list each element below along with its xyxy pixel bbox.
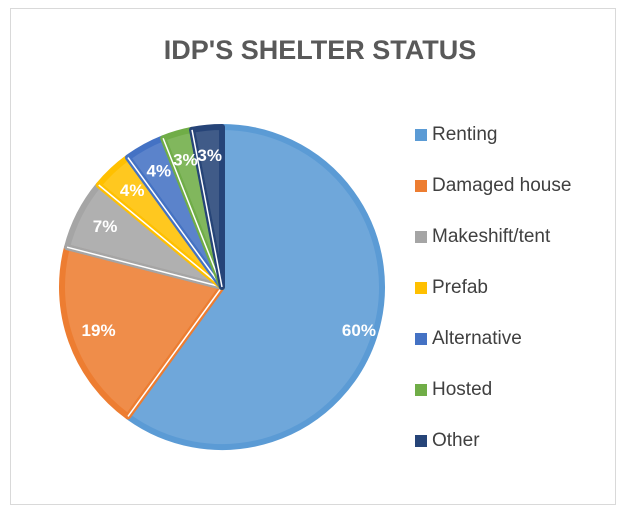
slice-separator <box>162 137 223 288</box>
slice-separator <box>127 157 223 288</box>
legend-swatch <box>415 231 427 243</box>
pie-slice <box>124 124 385 450</box>
legend-swatch <box>415 180 427 192</box>
legend-label: Hosted <box>432 379 492 400</box>
data-label: 60% <box>342 321 376 340</box>
data-label: 4% <box>120 181 145 200</box>
legend-swatch <box>415 435 427 447</box>
pie-slice <box>59 244 225 420</box>
legend-swatch <box>415 282 427 294</box>
chart-title: IDP'S SHELTER STATUS <box>164 35 476 65</box>
data-label: 3% <box>197 146 222 165</box>
data-label: 3% <box>173 150 198 169</box>
slice-separator <box>66 246 223 288</box>
legend-label: Damaged house <box>432 175 571 196</box>
legend-label: Other <box>432 430 480 451</box>
data-label: 4% <box>147 162 172 181</box>
slice-separator <box>98 184 223 288</box>
legend-label: Makeshift/tent <box>432 226 551 247</box>
slice-separator <box>191 129 223 288</box>
data-label: 19% <box>82 321 116 340</box>
legend-label: Renting <box>432 124 498 145</box>
legend-label: Prefab <box>432 277 488 298</box>
legend-label: Alternative <box>432 328 522 349</box>
slice-separator <box>127 286 223 417</box>
legend-swatch <box>415 333 427 345</box>
legend-swatch <box>415 129 427 141</box>
data-label: 7% <box>93 217 118 236</box>
legend-swatch <box>415 384 427 396</box>
